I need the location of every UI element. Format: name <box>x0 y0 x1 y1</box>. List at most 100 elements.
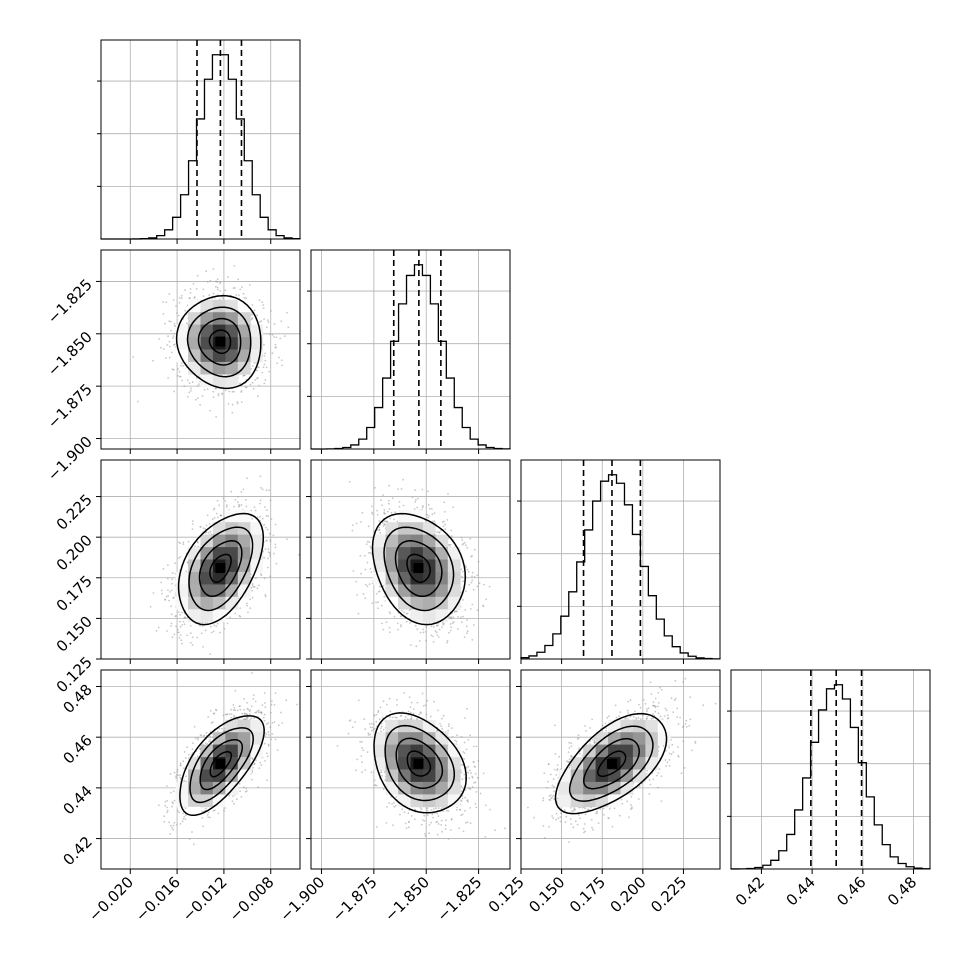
sample-point <box>267 557 269 560</box>
sample-point <box>438 531 441 534</box>
sample-point <box>188 382 191 384</box>
sample-point <box>371 582 374 585</box>
sample-point <box>209 279 212 282</box>
sample-point <box>256 587 259 590</box>
sample-point <box>466 619 468 621</box>
density-peak <box>215 336 226 347</box>
sample-point <box>169 591 171 593</box>
sample-point <box>219 281 222 283</box>
sample-point <box>378 585 381 588</box>
sample-point <box>457 615 459 618</box>
sample-point <box>388 499 390 502</box>
sample-point <box>402 504 405 507</box>
sample-point <box>432 635 434 638</box>
sample-point <box>276 362 279 365</box>
sample-point <box>202 288 205 291</box>
sample-point <box>262 304 265 306</box>
sample-point <box>462 580 464 583</box>
sample-point <box>382 524 385 527</box>
sample-point <box>363 554 366 557</box>
sample-point <box>180 297 183 299</box>
sample-point <box>417 497 419 500</box>
sample-point <box>168 599 170 602</box>
sample-point <box>213 624 216 627</box>
sample-point <box>430 508 433 510</box>
sample-point <box>269 555 271 558</box>
sample-point <box>170 613 173 616</box>
sample-point <box>175 625 178 628</box>
sample-point <box>222 497 225 500</box>
sample-point <box>258 584 260 587</box>
sample-point <box>259 502 261 505</box>
sample-point <box>234 612 237 615</box>
sample-point <box>184 616 186 619</box>
sample-point <box>190 387 192 390</box>
sample-point <box>233 505 235 508</box>
sample-point <box>258 299 261 302</box>
sample-point <box>195 377 198 379</box>
sample-point <box>191 636 194 638</box>
sample-point <box>137 400 139 403</box>
sample-point <box>209 653 212 655</box>
sample-point <box>246 477 248 480</box>
sample-point <box>272 534 275 537</box>
sample-point <box>377 601 379 604</box>
sample-point <box>229 616 232 619</box>
sample-point <box>454 610 456 612</box>
sample-point <box>196 274 199 277</box>
density-cell <box>250 337 264 350</box>
sample-point <box>264 594 267 596</box>
sample-point <box>368 583 371 586</box>
sample-point <box>245 386 248 389</box>
sample-point <box>191 644 194 646</box>
sample-point <box>246 602 248 605</box>
sample-point <box>253 506 256 509</box>
sample-point <box>189 288 192 290</box>
sample-point <box>279 337 282 340</box>
sample-point <box>237 505 240 508</box>
sample-point <box>364 597 367 600</box>
sample-point <box>471 575 473 578</box>
sample-point <box>252 387 255 390</box>
sample-point <box>270 310 272 312</box>
sample-point <box>179 614 182 616</box>
density-cell <box>212 299 226 313</box>
scatter-panel-3-2 <box>310 459 511 660</box>
sample-point <box>233 265 236 267</box>
density-cell <box>237 534 251 548</box>
sample-point <box>181 624 184 626</box>
sample-point <box>186 634 189 637</box>
density-cell <box>188 312 201 326</box>
sample-point <box>383 508 386 511</box>
sample-point <box>255 362 258 364</box>
sample-point <box>268 333 271 336</box>
sample-point <box>466 568 469 571</box>
density-cell <box>188 337 201 350</box>
sample-point <box>194 545 197 548</box>
density-cell <box>250 522 264 536</box>
sample-point <box>251 589 254 592</box>
sample-point <box>436 531 439 533</box>
panel-plot-area <box>101 460 300 659</box>
sample-point <box>469 537 472 540</box>
sample-point <box>351 529 354 532</box>
sample-point <box>263 577 266 580</box>
sample-point <box>225 504 228 507</box>
sample-point <box>401 609 403 612</box>
sample-point <box>202 295 205 297</box>
sample-point <box>414 624 417 627</box>
sample-point <box>199 404 202 406</box>
sample-point <box>186 396 189 398</box>
sample-point <box>267 551 270 553</box>
sample-point <box>263 343 265 346</box>
sample-point <box>162 568 165 570</box>
sample-point <box>180 639 183 642</box>
sample-point <box>397 628 399 631</box>
sample-point <box>254 379 257 381</box>
sample-point <box>263 355 266 357</box>
sample-point <box>172 299 175 301</box>
sample-point <box>170 605 173 608</box>
sample-point <box>178 541 180 544</box>
sample-point <box>203 388 206 391</box>
sample-point <box>251 365 254 367</box>
